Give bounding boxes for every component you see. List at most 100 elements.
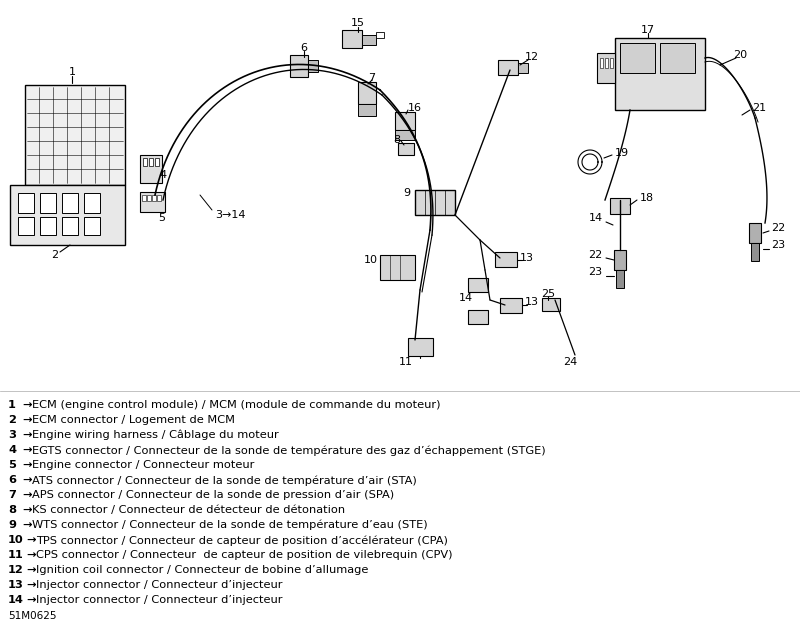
Bar bbox=[468, 310, 488, 324]
Text: Injector connector / Connecteur d’injecteur: Injector connector / Connecteur d’inject… bbox=[36, 595, 282, 605]
Text: 22: 22 bbox=[588, 250, 602, 260]
Bar bbox=[542, 298, 560, 311]
Text: Ignition coil connector / Connecteur de bobine d’allumage: Ignition coil connector / Connecteur de … bbox=[36, 565, 368, 575]
Text: →: → bbox=[22, 460, 31, 470]
Bar bbox=[518, 63, 528, 73]
Text: 12: 12 bbox=[525, 52, 539, 62]
Bar bbox=[415, 190, 455, 215]
Text: 12: 12 bbox=[8, 565, 24, 575]
Text: Injector connector / Connecteur d’injecteur: Injector connector / Connecteur d’inject… bbox=[36, 580, 282, 590]
Text: →: → bbox=[22, 415, 31, 425]
Text: 1: 1 bbox=[69, 67, 75, 77]
Text: EGTS connector / Connecteur de la sonde de température des gaz d’échappement (ST: EGTS connector / Connecteur de la sonde … bbox=[32, 445, 546, 456]
Text: 6: 6 bbox=[301, 43, 307, 53]
Text: →: → bbox=[26, 580, 35, 590]
Text: 4: 4 bbox=[8, 445, 16, 455]
Bar bbox=[155, 158, 159, 166]
Text: 7: 7 bbox=[368, 73, 375, 83]
Text: 14: 14 bbox=[589, 213, 603, 223]
Text: 11: 11 bbox=[399, 357, 413, 367]
Text: APS connector / Connecteur de la sonde de pression d’air (SPA): APS connector / Connecteur de la sonde d… bbox=[32, 490, 394, 500]
Bar bbox=[143, 158, 147, 166]
Bar bbox=[751, 243, 759, 261]
Text: Engine wiring harness / Câblage du moteur: Engine wiring harness / Câblage du moteu… bbox=[32, 430, 278, 441]
Text: 13: 13 bbox=[8, 580, 24, 590]
Text: Engine connector / Connecteur moteur: Engine connector / Connecteur moteur bbox=[32, 460, 254, 470]
Bar bbox=[40, 217, 56, 235]
Bar bbox=[749, 223, 761, 243]
Bar bbox=[362, 35, 376, 45]
Text: 17: 17 bbox=[641, 25, 655, 35]
Text: TPS connector / Connecteur de capteur de position d’accélérateur (CPA): TPS connector / Connecteur de capteur de… bbox=[36, 535, 448, 545]
Bar bbox=[597, 53, 615, 83]
Text: 3→14: 3→14 bbox=[215, 210, 246, 220]
Bar bbox=[615, 38, 705, 110]
Text: 20: 20 bbox=[733, 50, 747, 60]
Bar bbox=[308, 60, 318, 72]
Text: ECM (engine control module) / MCM (module de commande du moteur): ECM (engine control module) / MCM (modul… bbox=[32, 400, 441, 410]
Bar bbox=[395, 130, 415, 140]
Bar bbox=[600, 58, 603, 68]
Bar bbox=[358, 104, 376, 116]
Text: 2: 2 bbox=[51, 250, 58, 260]
Text: 15: 15 bbox=[351, 18, 365, 28]
Bar bbox=[358, 82, 376, 104]
Bar bbox=[84, 217, 100, 235]
Bar bbox=[610, 198, 630, 214]
Text: 51M0625: 51M0625 bbox=[8, 611, 57, 621]
Bar bbox=[18, 193, 34, 213]
Text: →: → bbox=[22, 520, 31, 530]
Bar bbox=[614, 250, 626, 270]
Bar bbox=[660, 43, 695, 73]
Bar bbox=[620, 43, 655, 73]
Text: KS connector / Connecteur de détecteur de détonation: KS connector / Connecteur de détecteur d… bbox=[32, 505, 345, 515]
Text: 16: 16 bbox=[408, 103, 422, 113]
Text: →: → bbox=[26, 565, 35, 575]
Text: →: → bbox=[26, 595, 35, 605]
Text: →: → bbox=[26, 550, 35, 560]
Bar bbox=[140, 155, 162, 183]
Text: 10: 10 bbox=[364, 255, 378, 265]
Bar bbox=[142, 195, 146, 201]
Bar bbox=[380, 255, 415, 280]
Text: 10: 10 bbox=[8, 535, 24, 545]
Text: WTS connector / Connecteur de la sonde de température d’eau (STE): WTS connector / Connecteur de la sonde d… bbox=[32, 520, 428, 530]
Bar bbox=[500, 298, 522, 313]
Bar bbox=[495, 252, 517, 267]
Bar bbox=[152, 195, 156, 201]
Text: 14: 14 bbox=[459, 293, 473, 303]
Text: CPS connector / Connecteur  de capteur de position de vilebrequin (CPV): CPS connector / Connecteur de capteur de… bbox=[36, 550, 453, 560]
Text: →: → bbox=[22, 430, 31, 440]
Bar bbox=[157, 195, 161, 201]
Bar bbox=[398, 143, 414, 155]
Text: 23: 23 bbox=[771, 240, 785, 250]
Bar bbox=[147, 195, 151, 201]
Bar bbox=[18, 217, 34, 235]
Bar bbox=[342, 30, 362, 48]
Text: 5: 5 bbox=[8, 460, 16, 470]
Text: →: → bbox=[22, 475, 31, 485]
Bar bbox=[40, 193, 56, 213]
Bar bbox=[10, 185, 125, 245]
Text: →: → bbox=[22, 505, 31, 515]
Bar bbox=[376, 32, 384, 38]
Bar bbox=[408, 338, 433, 356]
Bar bbox=[140, 192, 165, 212]
Text: 23: 23 bbox=[588, 267, 602, 277]
Text: 21: 21 bbox=[752, 103, 766, 113]
Text: 11: 11 bbox=[8, 550, 24, 560]
Text: →: → bbox=[22, 445, 31, 455]
Text: 4: 4 bbox=[159, 170, 166, 180]
Text: 24: 24 bbox=[563, 357, 577, 367]
Bar bbox=[290, 55, 308, 77]
Bar bbox=[610, 58, 613, 68]
Text: 22: 22 bbox=[771, 223, 786, 233]
Text: →: → bbox=[26, 535, 35, 545]
Bar bbox=[149, 158, 153, 166]
Text: 6: 6 bbox=[8, 475, 16, 485]
Bar bbox=[62, 193, 78, 213]
Text: 9: 9 bbox=[8, 520, 16, 530]
Bar bbox=[498, 60, 518, 75]
Text: 8: 8 bbox=[393, 135, 400, 145]
Bar bbox=[616, 270, 624, 288]
